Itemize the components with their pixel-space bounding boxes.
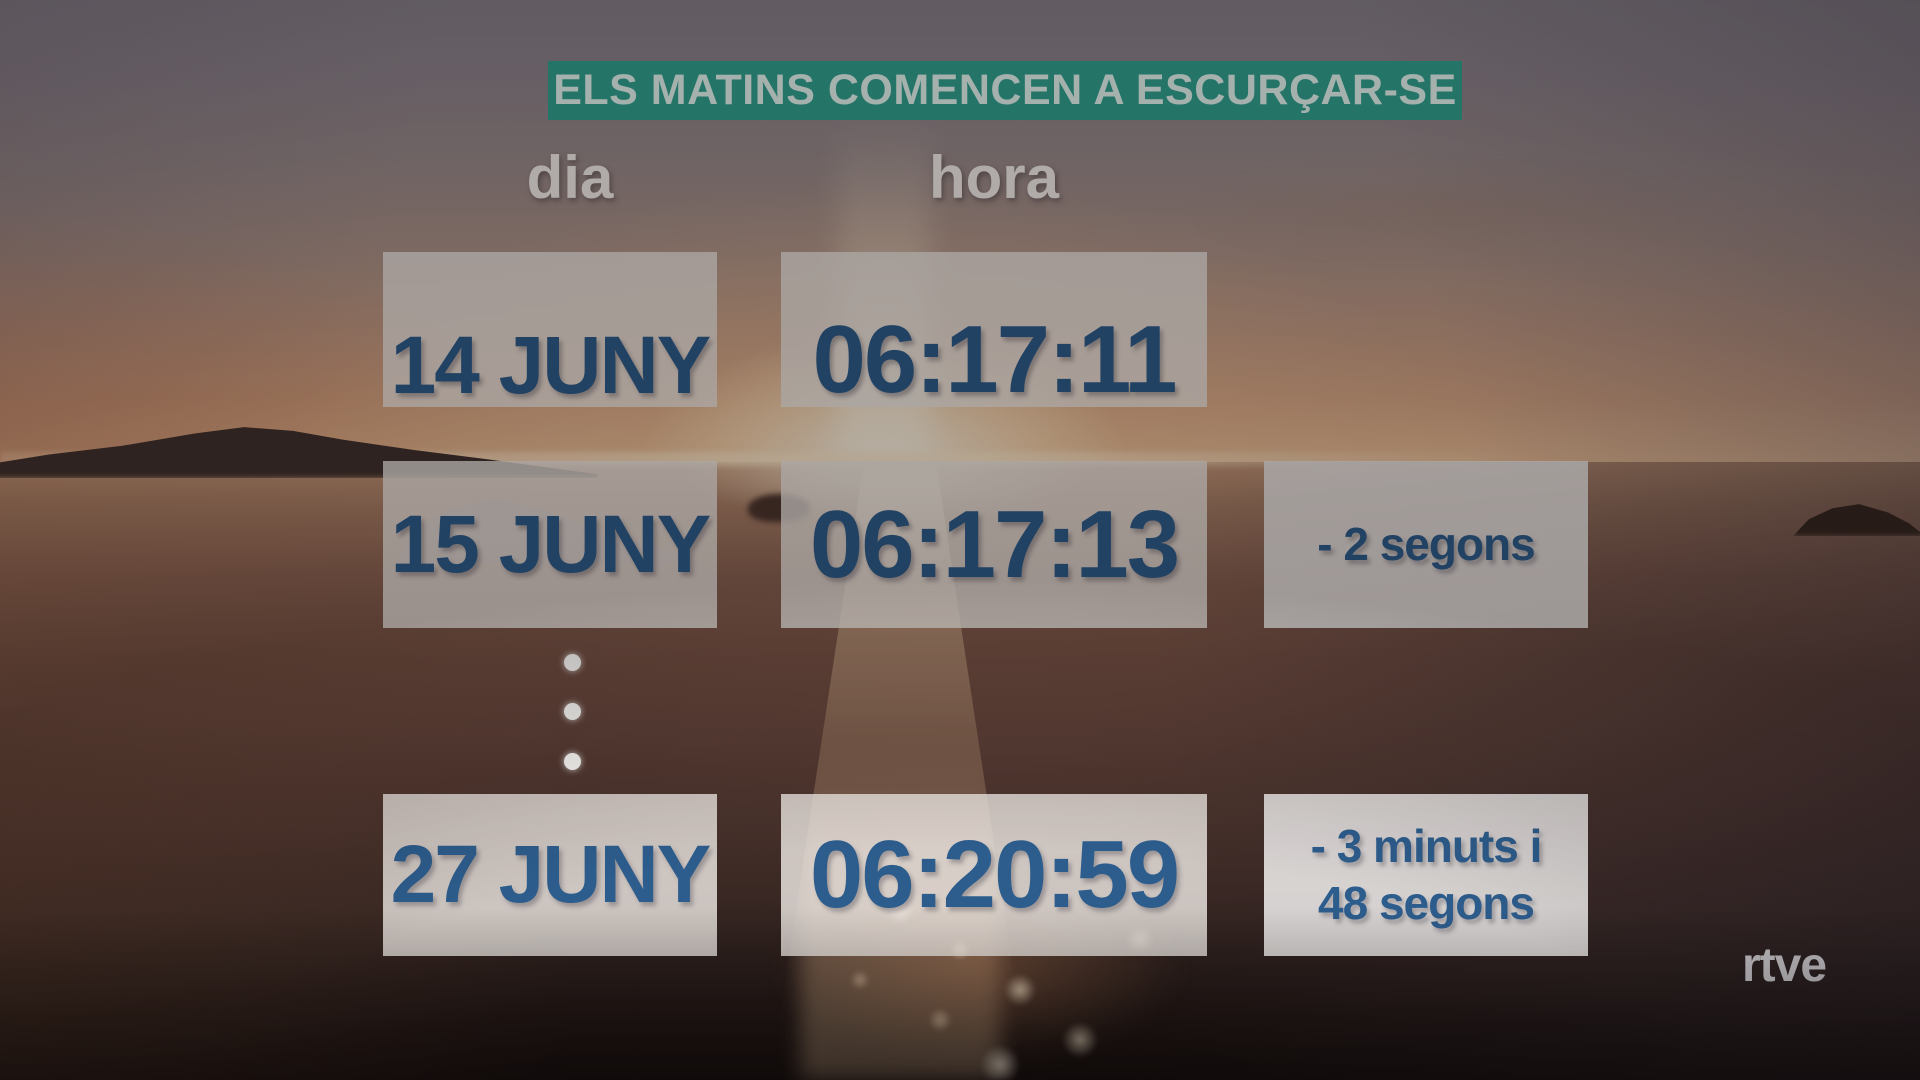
diff-line2: 48 segons <box>1318 877 1535 929</box>
cell-hora-row2: 06:17:13 <box>781 461 1207 628</box>
headline-banner: ELS MATINS COMENCEN A ESCURÇAR-SE <box>548 61 1462 120</box>
rtve-logo: rtve <box>1742 939 1827 992</box>
diff-lines: - 3 minuts i 48 segons <box>1310 818 1543 933</box>
cell-dia-row3: 27 JUNY <box>383 794 717 956</box>
cell-diff-row2: - 2 segons <box>1264 461 1588 628</box>
ellipsis-dots <box>564 654 582 772</box>
cell-dia-row1: 14 JUNY <box>383 252 717 407</box>
ellipsis-dot <box>564 703 581 720</box>
column-header-dia: dia <box>526 143 614 211</box>
cell-dia-row2: 15 JUNY <box>383 461 717 628</box>
diff-line1: - 3 minuts i <box>1310 819 1543 872</box>
ellipsis-dot <box>564 654 581 671</box>
column-header-hora: hora <box>928 143 1060 211</box>
cell-diff-row3: - 3 minuts i 48 segons <box>1264 794 1588 956</box>
ellipsis-dot <box>564 753 581 770</box>
cell-hora-row1: 06:17:11 <box>781 252 1207 407</box>
cell-hora-row3: 06:20:59 <box>781 794 1207 956</box>
